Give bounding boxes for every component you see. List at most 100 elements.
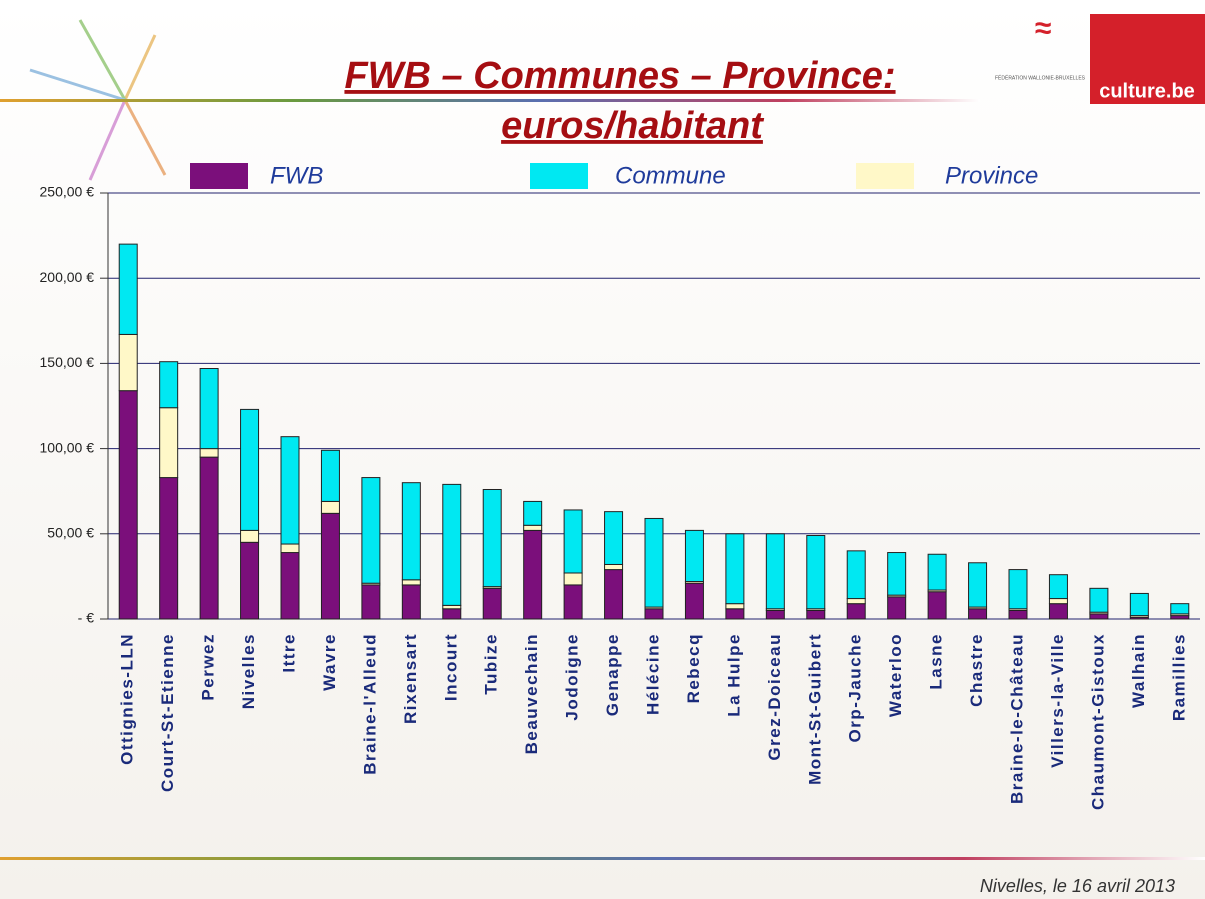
bar-segment [1049, 599, 1067, 604]
legend-swatch [856, 163, 914, 189]
x-tick-label: Grez-Doiceau [765, 633, 784, 761]
bar-segment [645, 609, 663, 619]
y-tick-label: 100,00 € [40, 439, 95, 455]
bar-segment [969, 609, 987, 619]
bar-segment [726, 604, 744, 609]
x-tick-label: Ramillies [1169, 633, 1188, 721]
bar-segment [1049, 575, 1067, 599]
bar-segment [1090, 588, 1108, 612]
bar-segment [1130, 593, 1148, 615]
x-tick-label: Ottignies-LLN [118, 633, 137, 765]
bar-segment [321, 501, 339, 513]
bar-segment [605, 564, 623, 569]
y-tick-label: - € [78, 610, 95, 626]
bar-segment [443, 484, 461, 605]
x-tick-label: Perwez [199, 633, 218, 701]
bar-segment [241, 530, 259, 542]
x-tick-label: Tubize [482, 633, 501, 695]
y-tick-label: 150,00 € [40, 354, 95, 370]
x-tick-label: Lasne [927, 633, 946, 690]
x-tick-label: Jodoigne [563, 633, 582, 721]
bar-segment [726, 534, 744, 604]
bar-segment [1009, 570, 1027, 609]
bar-segment [564, 585, 582, 619]
bar-segment [200, 369, 218, 449]
x-tick-label: Chastre [967, 633, 986, 707]
bar-segment [928, 592, 946, 619]
chart-title: FWB – Communes – Province: [344, 55, 895, 97]
x-tick-label: Walhain [1129, 633, 1148, 708]
bar-segment [605, 570, 623, 619]
x-tick-label: Villers-la-Ville [1048, 633, 1067, 768]
bar-segment [443, 605, 461, 608]
x-tick-label: Orp-Jauche [846, 633, 865, 742]
bar-segment [241, 542, 259, 619]
bar-segment [847, 551, 865, 599]
chart-title: euros/habitant [501, 105, 764, 147]
x-tick-label: Chaumont-Gistoux [1088, 633, 1107, 810]
bar-segment [200, 449, 218, 458]
x-tick-label: Nivelles [239, 633, 258, 709]
y-tick-label: 250,00 € [40, 184, 95, 200]
x-tick-label: Mont-St-Guibert [805, 633, 824, 785]
bar-segment [483, 588, 501, 619]
legend-swatch [190, 163, 248, 189]
bar-segment [726, 609, 744, 619]
bar-segment [483, 489, 501, 586]
bar-segment [847, 599, 865, 604]
bar-segment [160, 408, 178, 478]
bar-segment [402, 483, 420, 580]
bar-segment [281, 553, 299, 619]
bar-segment [564, 573, 582, 585]
bar-segment [524, 525, 542, 530]
bar-segment [766, 610, 784, 619]
bar-segment [605, 512, 623, 565]
bar-segment [160, 362, 178, 408]
bar-segment [888, 597, 906, 619]
bar-segment [524, 530, 542, 619]
bar-segment [362, 478, 380, 584]
bar-segment [200, 457, 218, 619]
bar-segment [524, 501, 542, 525]
bar-segment [645, 518, 663, 607]
bar-segment [281, 437, 299, 544]
legend-swatch [530, 163, 588, 189]
slide: ≈ FÉDÉRATION WALLONIE-BRUXELLES culture.… [0, 0, 1205, 899]
x-tick-label: Waterloo [886, 633, 905, 717]
bar-segment [119, 244, 137, 334]
bar-segment [928, 554, 946, 590]
bar-segment [685, 530, 703, 581]
x-tick-label: Rixensart [401, 633, 420, 724]
bar-segment [847, 604, 865, 619]
x-tick-label: Ittre [279, 633, 298, 673]
bar-segment [402, 580, 420, 585]
x-tick-label: Incourt [441, 633, 460, 701]
legend-label: FWB [270, 162, 323, 189]
x-tick-label: Braine-l'Alleud [360, 633, 379, 775]
bar-segment [443, 609, 461, 619]
bar-segment [564, 510, 582, 573]
bar-segment [362, 585, 380, 619]
bar-segment [321, 450, 339, 501]
logo-text: culture.be [1099, 80, 1195, 102]
x-tick-label: Hélécine [643, 633, 662, 715]
bar-segment [281, 544, 299, 553]
bar-segment [969, 563, 987, 607]
bar-segment [685, 583, 703, 619]
y-tick-label: 50,00 € [47, 525, 94, 541]
bottom-rule [0, 857, 1205, 860]
bar-segment [119, 334, 137, 390]
bar-segment [1049, 604, 1067, 619]
bar-segment [807, 536, 825, 609]
bar-segment [160, 478, 178, 619]
bar-segment [241, 409, 259, 530]
logo-mark: ≈ [1035, 12, 1051, 45]
x-tick-label: Wavre [320, 633, 339, 691]
x-tick-label: Rebecq [684, 633, 703, 703]
x-tick-label: La Hulpe [724, 633, 743, 717]
bar-segment [119, 391, 137, 619]
bar-segment [888, 553, 906, 596]
legend-label: Province [945, 162, 1038, 189]
bar-segment [766, 534, 784, 609]
bar-segment [321, 513, 339, 619]
